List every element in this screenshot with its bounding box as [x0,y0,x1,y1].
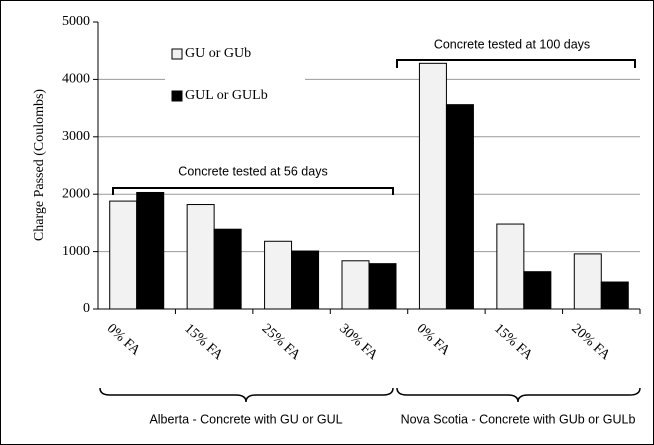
y-tick-label: 3000 [62,129,90,144]
legend-swatch [171,48,183,60]
bar [264,240,293,310]
bar [600,281,629,310]
legend-label: GUL or GULb [185,88,268,103]
legend-label: GU or GUb [185,46,251,61]
bar [573,253,602,310]
y-tick-label: 5000 [62,14,90,29]
bar [186,204,215,310]
bar [136,191,165,310]
y-tick-label: 2000 [62,186,90,201]
bar [418,62,447,310]
bracket [112,187,394,195]
y-tick-label: 4000 [62,72,90,87]
bar [291,250,320,310]
annotation: Concrete tested at 100 days [434,37,590,51]
legend-background [165,38,305,110]
y-axis-label: Charge Passed (Coulombs) [32,89,47,242]
annotation: Concrete tested at 56 days [178,164,327,178]
group-label: Alberta - Concrete with GU or GUL [149,412,342,426]
bar [341,260,370,310]
bar [109,200,138,310]
y-tick-label: 0 [83,301,90,316]
brace [396,387,641,403]
bar [523,271,552,310]
bracket [396,59,636,68]
group-label: Nova Scotia - Concrete with GUb or GULb [401,412,636,426]
bar [368,263,397,310]
bar [496,223,525,310]
legend-swatch [171,90,183,102]
bar [445,104,474,310]
bar [213,228,242,310]
brace [99,387,394,403]
y-tick-label: 1000 [62,244,90,259]
